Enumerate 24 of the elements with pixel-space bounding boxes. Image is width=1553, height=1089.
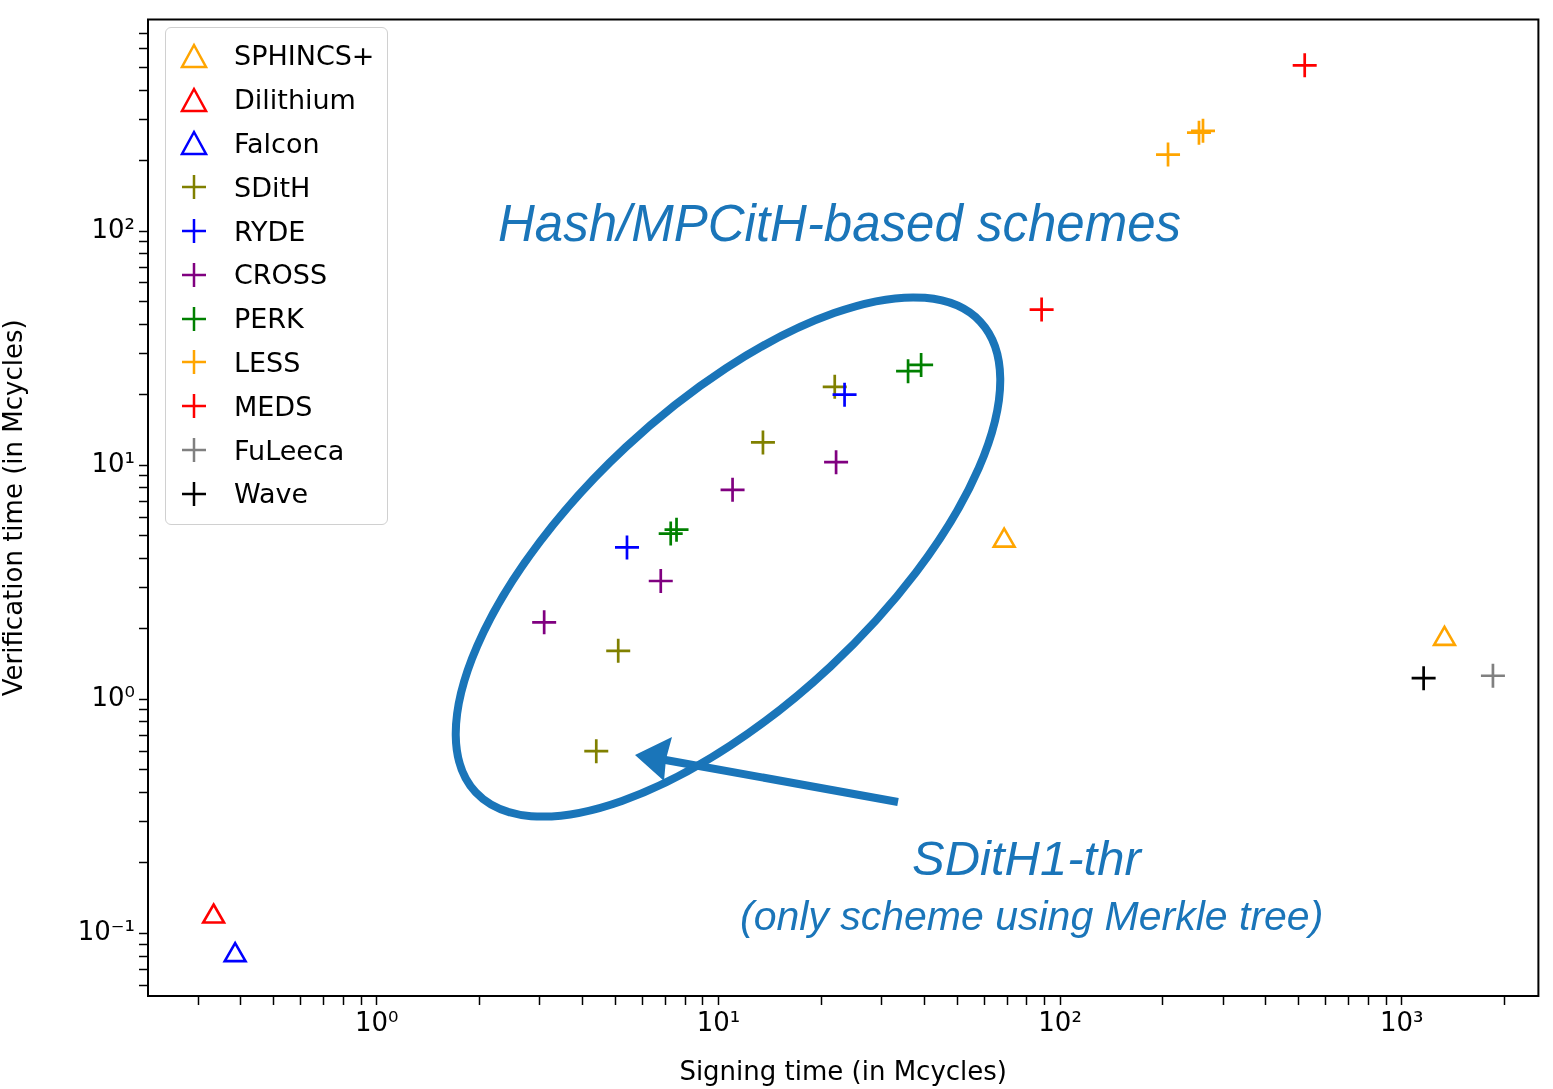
legend-label: Wave bbox=[234, 478, 309, 510]
legend-label: RYDE bbox=[234, 215, 306, 247]
x-tick-label: 10² bbox=[1038, 1007, 1082, 1038]
legend-label: SPHINCS+ bbox=[234, 40, 375, 72]
y-tick-label: 10⁰ bbox=[91, 681, 135, 712]
legend-label: Falcon bbox=[234, 127, 320, 159]
annotation: Hash/MPCitH-based schemes bbox=[498, 194, 1182, 253]
y-axis-title: Verification time (in Mcycles) bbox=[0, 319, 29, 697]
legend-label: CROSS bbox=[234, 259, 328, 291]
x-tick-label: 10⁰ bbox=[355, 1007, 399, 1038]
x-tick-label: 10³ bbox=[1379, 1007, 1424, 1038]
y-tick-label: 10² bbox=[91, 213, 135, 244]
x-tick-label: 10¹ bbox=[696, 1007, 741, 1038]
legend-label: MEDS bbox=[234, 390, 313, 422]
x-axis-title: Signing time (in Mcycles) bbox=[679, 1056, 1008, 1087]
annotation: (only scheme using Merkle tree) bbox=[740, 893, 1324, 940]
legend-label: Dilithium bbox=[234, 84, 356, 116]
legend-label: PERK bbox=[234, 303, 304, 335]
annotation: SDitH1-thr bbox=[912, 830, 1141, 886]
y-tick-label: 10¹ bbox=[91, 447, 135, 478]
y-tick-label: 10⁻¹ bbox=[77, 916, 135, 947]
legend-label: FuLeeca bbox=[234, 434, 345, 466]
legend-label: SDitH bbox=[234, 171, 311, 203]
legend-label: LESS bbox=[234, 346, 301, 378]
